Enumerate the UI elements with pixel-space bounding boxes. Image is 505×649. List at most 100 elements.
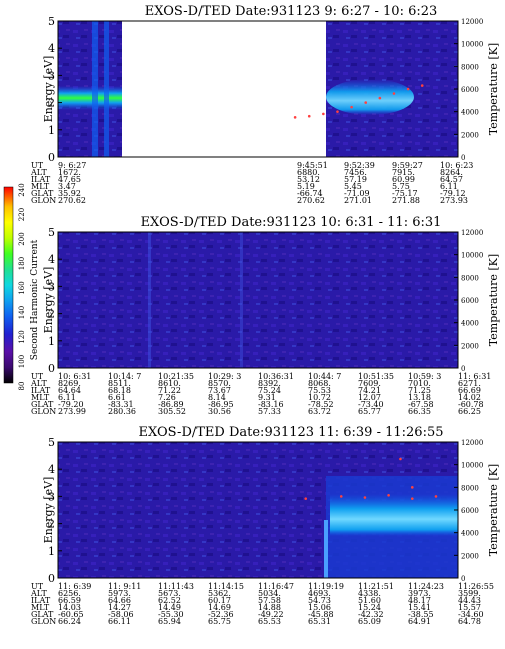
info-cell: 64.66	[108, 596, 131, 605]
panel-3-spike	[324, 520, 328, 578]
panel-2-plot-area	[58, 232, 458, 368]
y-tick-label: 1	[48, 545, 55, 558]
info-cell: 6271.	[458, 379, 481, 388]
info-cell: -67.58	[408, 400, 434, 409]
y2-tick-label: 8000	[461, 484, 479, 492]
info-cell: 11:16:47	[258, 582, 294, 591]
info-cell: 14.88	[258, 603, 281, 612]
info-row-label: UT	[31, 582, 44, 591]
info-row-label: ALT	[30, 168, 47, 177]
info-cell: 11:24:23	[408, 582, 444, 591]
info-cell: 271.01	[344, 196, 372, 205]
info-cell: 8511.	[108, 379, 131, 388]
info-cell: 6880.	[297, 168, 320, 177]
temperature-point	[406, 87, 410, 91]
info-row-label: ILAT	[31, 175, 51, 184]
info-row-label: ILAT	[31, 596, 51, 605]
info-cell: -86.95	[208, 400, 234, 409]
temperature-point	[434, 495, 438, 498]
info-cell: 273.99	[58, 407, 86, 416]
panel-3-ylabel: Energy [eV]	[42, 477, 55, 544]
temperature-point	[420, 84, 424, 87]
y-tick-label: 0	[48, 151, 55, 164]
panel-3-band	[330, 494, 458, 536]
info-cell: 71.22	[158, 386, 181, 395]
info-cell: -52.36	[208, 610, 234, 619]
temperature-point	[363, 496, 367, 499]
temperature-point	[322, 112, 325, 116]
info-cell: 5362.	[208, 589, 231, 598]
y-tick-label: 1	[48, 335, 55, 348]
info-cell: -66.74	[297, 189, 323, 198]
info-cell: 270.62	[297, 196, 325, 205]
panel-1-column-start-b	[104, 21, 109, 157]
info-cell: 10: 6:31	[58, 372, 91, 381]
panel-3-y2label: Temperature [K]	[487, 464, 500, 556]
colorbar-tick-label: 140	[18, 306, 26, 319]
temperature-point	[339, 495, 343, 498]
info-cell: 4338.	[358, 589, 381, 598]
info-cell: 273.93	[440, 196, 468, 205]
y2-tick-label: 2000	[461, 552, 479, 560]
info-cell: 10:59: 3	[408, 372, 441, 381]
info-cell: 53.12	[297, 175, 320, 184]
temperature-point	[399, 457, 402, 461]
info-row-label: MLT	[31, 393, 50, 402]
info-cell: 4693.	[308, 589, 331, 598]
info-cell: 75.24	[258, 386, 281, 395]
info-cell: 305.52	[158, 407, 186, 416]
info-cell: 6.61	[108, 393, 126, 402]
info-cell: 74.21	[358, 386, 381, 395]
y2-tick-label: 6000	[461, 86, 479, 94]
info-cell: 15.57	[458, 603, 481, 612]
info-cell: 14.02	[458, 393, 481, 402]
y-tick-label: 1	[48, 124, 55, 137]
info-cell: 7456.	[344, 168, 367, 177]
info-cell: 5673.	[158, 589, 181, 598]
info-cell: -55.30	[158, 610, 184, 619]
y-tick-label: 2	[48, 308, 55, 321]
y2-tick-label: 10000	[461, 41, 483, 49]
panel-2-y2label: Temperature [K]	[487, 254, 500, 346]
info-cell: 5034.	[258, 589, 281, 598]
info-cell: 65.94	[158, 617, 181, 626]
info-cell: 3.47	[58, 182, 76, 191]
info-cell: 6.11	[58, 393, 76, 402]
info-cell: 66.59	[58, 596, 81, 605]
y-tick-label: 4	[48, 253, 55, 266]
info-cell: 65.75	[208, 617, 231, 626]
y-tick-label: 3	[48, 69, 55, 82]
colorbar-tick-label: 200	[18, 232, 26, 245]
info-cell: 65.77	[358, 407, 381, 416]
y-tick-label: 0	[48, 572, 55, 585]
info-cell: 11:26:55	[458, 582, 494, 591]
temperature-point	[410, 486, 414, 489]
y2-tick-label: 4000	[461, 320, 479, 328]
info-cell: 57.33	[258, 407, 281, 416]
y2-tick-label: 6000	[461, 507, 479, 515]
info-cell: 9:45:51	[297, 161, 328, 170]
info-row-label: ALT	[30, 379, 47, 388]
info-cell: 15.06	[308, 603, 331, 612]
info-cell: 66.11	[108, 617, 131, 626]
info-cell: 10:14: 7	[108, 372, 141, 381]
info-cell: 64.64	[58, 386, 81, 395]
panel-2: EXOS-D/TED Date:931123 10: 6:31 - 11: 6:…	[30, 215, 500, 416]
temperature-point	[378, 96, 382, 100]
info-row-label: ILAT	[31, 386, 51, 395]
info-cell: -71.09	[344, 189, 370, 198]
info-cell: 64.91	[408, 617, 431, 626]
info-cell: 13.18	[408, 393, 431, 402]
info-cell: 8068.	[308, 379, 331, 388]
info-cell: 6.11	[440, 182, 458, 191]
y2-tick-label: 8000	[461, 63, 479, 71]
info-cell: 15.41	[408, 603, 431, 612]
info-cell: 10:51:35	[358, 372, 394, 381]
y-tick-label: 2	[48, 518, 55, 531]
info-cell: 8269.	[58, 379, 81, 388]
info-cell: 11:19:19	[308, 582, 344, 591]
info-cell: 11:11:43	[158, 582, 194, 591]
info-cell: 63.72	[308, 407, 331, 416]
panel-1-band-start	[58, 86, 122, 110]
